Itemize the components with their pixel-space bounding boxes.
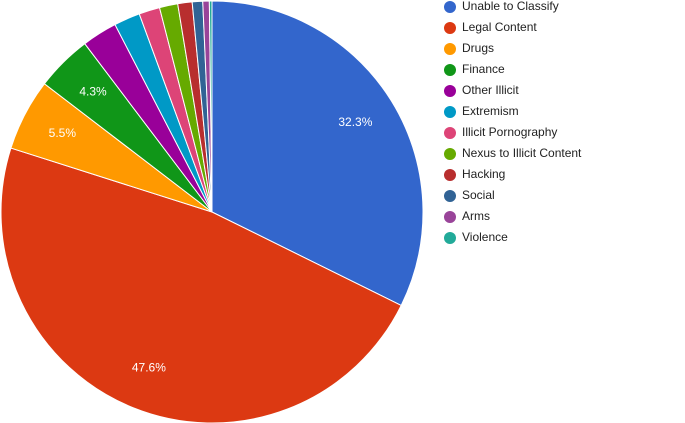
legend-marker <box>444 106 456 118</box>
pie-slice <box>0 147 402 423</box>
legend-marker <box>444 85 456 97</box>
legend-marker <box>444 64 456 76</box>
slice-label: 47.6% <box>132 361 166 375</box>
slice-label: 32.3% <box>338 115 372 129</box>
legend-label: Finance <box>462 62 505 76</box>
legend-label: Arms <box>462 209 490 223</box>
legend-label: Social <box>462 188 495 202</box>
legend-marker <box>444 232 456 244</box>
legend-marker <box>444 1 456 13</box>
legend-label: Nexus to Illicit Content <box>462 146 582 160</box>
legend-marker <box>444 211 456 223</box>
legend-marker <box>444 190 456 202</box>
pie-slice <box>211 0 424 307</box>
legend-marker <box>444 127 456 139</box>
legend-label: Hacking <box>462 167 505 181</box>
legend-marker <box>444 169 456 181</box>
legend-marker <box>444 148 456 160</box>
legend-label: Illicit Pornography <box>462 125 557 139</box>
legend-label: Legal Content <box>462 20 537 34</box>
slice-label: 5.5% <box>49 126 77 140</box>
legend-label: Extremism <box>462 104 519 118</box>
legend-label: Unable to Classify <box>462 0 559 13</box>
legend-label: Drugs <box>462 41 494 55</box>
pie-slice <box>208 0 213 213</box>
legend-label: Violence <box>462 230 508 244</box>
slice-label: 4.3% <box>79 84 107 98</box>
legend-marker <box>444 22 456 34</box>
legend-marker <box>444 43 456 55</box>
legend-label: Other Illicit <box>462 83 519 97</box>
